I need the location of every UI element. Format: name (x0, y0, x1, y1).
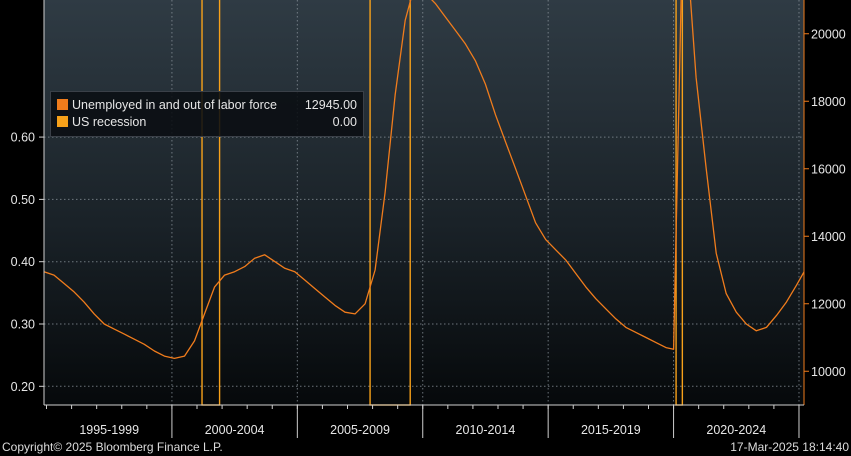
x-tick-label: 1995-1999 (79, 423, 139, 437)
axes (43, 0, 805, 406)
left-axis-ticks: 0.20 0.30 0.40 0.50 0.60 (11, 131, 44, 394)
x-tick-label: 2015-2019 (581, 423, 641, 437)
left-tick-label: 0.20 (11, 380, 35, 394)
series-line-unemployed (43, 0, 805, 360)
left-tick-label: 0.50 (11, 193, 35, 207)
x-tick-label: 2005-2009 (330, 423, 390, 437)
x-tick-label: 2000-2004 (205, 423, 265, 437)
legend-swatch (57, 116, 68, 127)
x-tick-label: 2020-2024 (706, 423, 766, 437)
right-tick-label: 16000 (811, 162, 846, 176)
plot-background (44, 0, 804, 405)
legend-item-unemployed: Unemployed in and out of labor force (57, 97, 277, 113)
x-tick-label: 2010-2014 (456, 423, 516, 437)
legend-value: 12945.00 (304, 98, 357, 112)
x-axis-ticks: 1995-1999 2000-2004 2005-2009 2010-2014 2015… (46, 405, 800, 438)
legend: Unemployed in and out of labor force 129… (50, 91, 364, 137)
copyright-text: Copyright© 2025 Bloomberg Finance L.P. (2, 440, 223, 454)
legend-item-recession: US recession (57, 114, 146, 130)
legend-value: 0.00 (332, 115, 357, 129)
left-tick-label: 0.30 (11, 318, 35, 332)
right-axis-ticks: 10000 12000 14000 16000 18000 20000 (804, 27, 846, 379)
right-tick-label: 18000 (811, 95, 846, 109)
right-tick-label: 10000 (811, 365, 846, 379)
legend-label: Unemployed in and out of labor force (72, 98, 277, 112)
timestamp: 17-Mar-2025 18:14:40 (730, 440, 849, 454)
left-tick-label: 0.40 (11, 255, 35, 269)
legend-swatch (57, 99, 68, 110)
left-tick-label: 0.60 (11, 131, 35, 145)
legend-label: US recession (72, 115, 147, 129)
right-tick-label: 14000 (811, 230, 846, 244)
series-lines (43, 0, 805, 360)
right-tick-label: 20000 (811, 27, 846, 41)
right-tick-label: 12000 (811, 297, 846, 311)
